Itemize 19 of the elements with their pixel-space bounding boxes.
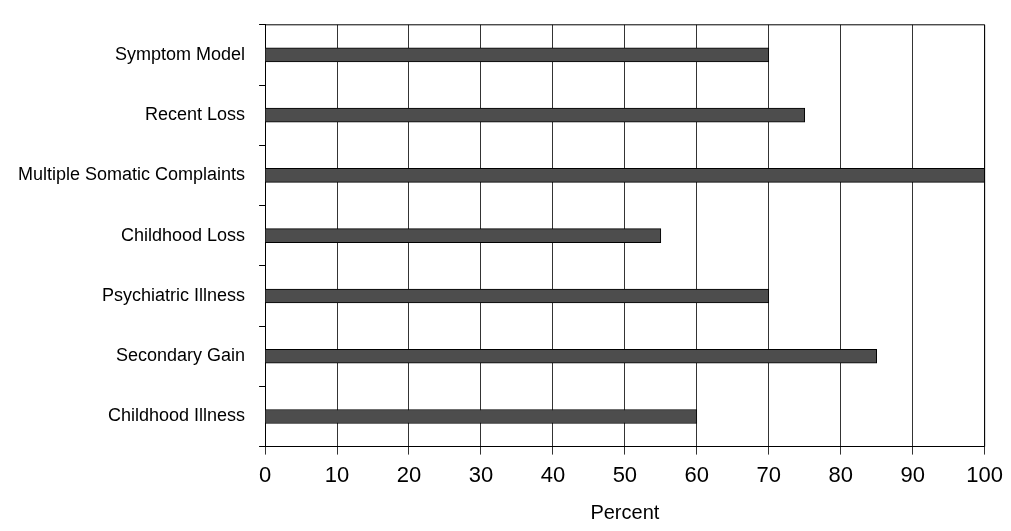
x-tick-label: 50 — [612, 461, 638, 487]
y-tick-label: Multiple Somatic Complaints — [17, 164, 246, 185]
y-tick-label: Secondary Gain — [116, 345, 246, 366]
x-axis-title: Percent — [590, 500, 660, 523]
y-tick-label: Recent Loss — [145, 104, 246, 125]
x-tick-label: 60 — [684, 461, 710, 487]
x-tick-label: 90 — [900, 461, 925, 487]
x-tick-label: 100 — [966, 461, 1004, 487]
x-tick-label: 30 — [468, 461, 494, 487]
y-tick-label: Childhood Illness — [107, 405, 246, 426]
x-tick-label: 20 — [396, 461, 422, 487]
y-tick-label: Childhood Loss — [120, 224, 246, 245]
x-tick-label: 0 — [258, 461, 272, 487]
y-tick-label: Psychiatric Illness — [102, 284, 246, 305]
x-tick-label: 40 — [540, 461, 566, 487]
x-tick-label: 80 — [828, 461, 853, 487]
y-tick-label: Symptom Model — [115, 43, 246, 64]
x-tick-label: 10 — [324, 461, 350, 487]
x-tick-label: 70 — [756, 461, 782, 487]
